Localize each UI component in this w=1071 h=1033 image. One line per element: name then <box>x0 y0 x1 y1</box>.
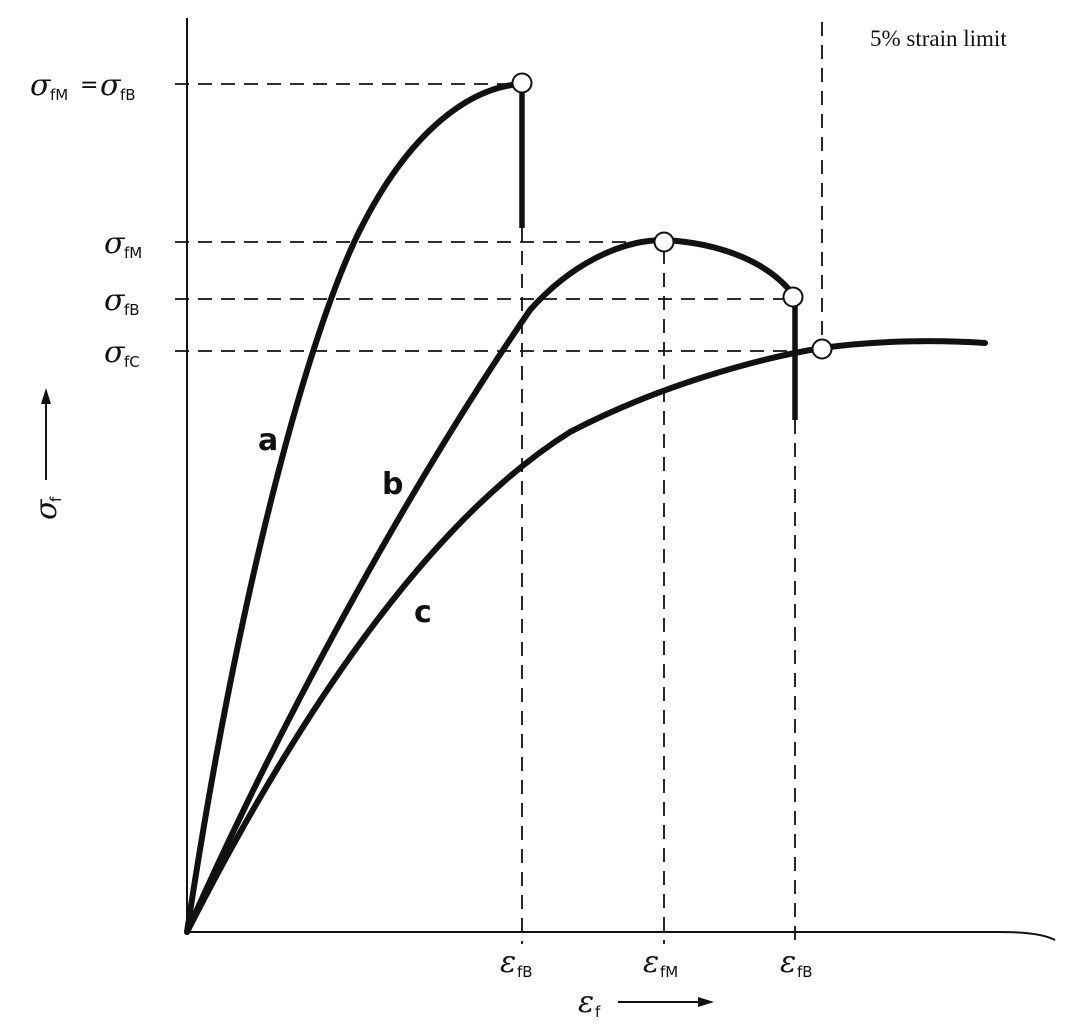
x-label-efM: ε fM <box>643 945 678 981</box>
y-label-sfM-eq-sfB-left-symbol: σ <box>30 68 52 103</box>
x-axis-symbol: ε <box>578 985 594 1020</box>
x-axis-title: ε f <box>578 985 714 1021</box>
curve-label-c: c <box>414 595 432 630</box>
y-label-sfC: σ fC <box>104 335 140 371</box>
y-label-sfB-sub: fB <box>124 301 140 319</box>
y-label-sfM-symbol: σ <box>104 226 126 261</box>
curve-label-a: a <box>258 423 278 458</box>
x-label-efB-2: ε fB <box>780 945 813 981</box>
x-label-efB-1: ε fB <box>500 945 533 981</box>
max-point-curve-b <box>653 231 675 253</box>
x-axis <box>187 931 1056 941</box>
y-axis-symbol: σ <box>29 498 64 520</box>
curve-b <box>184 237 798 935</box>
y-label-sfM-eq-sfB-right-symbol: σ <box>100 68 122 103</box>
y-axis-arrow-head <box>41 388 51 404</box>
x-axis-arrow-head <box>698 997 714 1007</box>
x-label-efB-2-sub: fB <box>797 963 813 981</box>
curve-c <box>184 338 988 935</box>
limit-point-curve-c <box>811 338 833 360</box>
x-label-efM-sub: fM <box>660 963 678 981</box>
y-label-equals-sign: = <box>80 73 98 98</box>
y-axis-title: σ f <box>29 388 65 520</box>
y-label-sfB: σ fB <box>104 283 140 319</box>
y-label-sfM-sub: fM <box>124 244 142 262</box>
x-label-efB-2-symbol: ε <box>780 945 796 980</box>
strain-limit-note: 5% strain limit <box>870 26 1007 51</box>
y-label-sfC-symbol: σ <box>104 335 126 370</box>
x-label-efM-symbol: ε <box>643 945 659 980</box>
y-label-sfM: σ fM <box>104 226 142 262</box>
x-axis-subscript: f <box>595 1003 601 1021</box>
y-label-sfB-symbol: σ <box>104 283 126 318</box>
curve-label-b: b <box>382 467 403 502</box>
y-label-sfM-eq-sfB-left-sub: fM <box>50 86 68 104</box>
y-label-sfC-sub: fC <box>124 353 140 371</box>
x-label-efB-1-sub: fB <box>517 963 533 981</box>
curve-a <box>184 81 523 935</box>
y-label-sfM-eq-sfB-right-sub: fB <box>120 86 136 104</box>
y-label-sfM-eq-sfB: σ fM = σ fB <box>30 68 136 104</box>
y-axis-subscript: f <box>47 496 65 502</box>
break-point-curve-b <box>782 286 804 308</box>
max-point-curve-a <box>511 72 533 94</box>
x-label-efB-1-symbol: ε <box>500 945 516 980</box>
